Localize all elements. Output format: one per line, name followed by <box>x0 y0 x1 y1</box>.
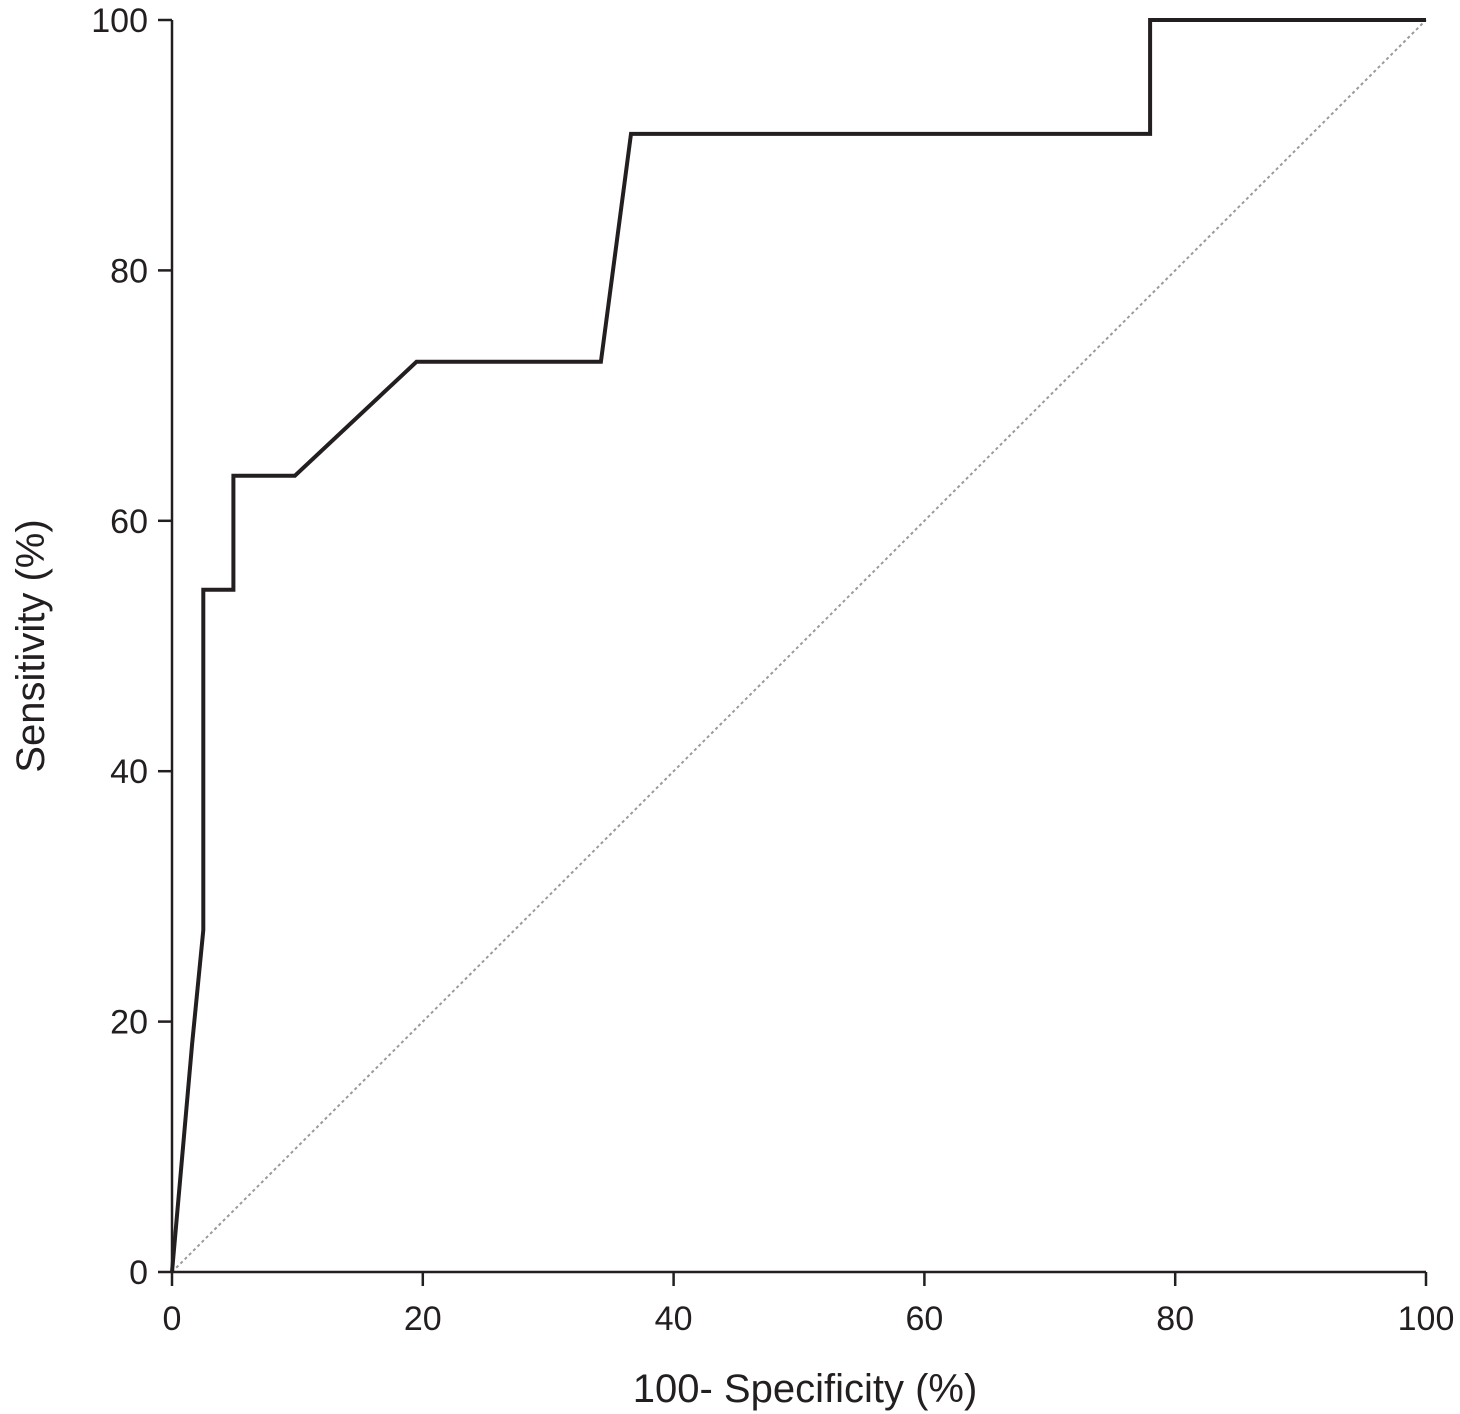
reference-line-layer <box>171 19 1427 1273</box>
y-axis-ticks: 0 20 40 60 80 100 <box>91 2 172 1292</box>
x-tick-label: 20 <box>404 1300 442 1338</box>
x-tick-label: 80 <box>1156 1300 1194 1338</box>
y-tick-label: 40 <box>110 753 148 791</box>
y-tick-label: 0 <box>129 1254 148 1292</box>
y-tick-label: 60 <box>110 503 148 541</box>
roc-curve-line <box>170 18 1426 1273</box>
y-axis-title: Sensitivity (%) <box>9 519 53 772</box>
x-tick-label: 60 <box>905 1300 943 1338</box>
roc-curve-layer <box>170 18 1426 1273</box>
x-tick-label: 0 <box>163 1300 182 1338</box>
y-tick-label: 100 <box>91 2 148 40</box>
x-tick-label: 40 <box>655 1300 693 1338</box>
x-tick-label: 100 <box>1398 1300 1455 1338</box>
x-axis-title: 100- Specificity (%) <box>633 1367 978 1411</box>
y-tick-label: 20 <box>110 1004 148 1042</box>
y-tick-label: 80 <box>110 252 148 290</box>
x-axis-ticks: 0 20 40 60 80 100 <box>163 1272 1455 1338</box>
reference-diagonal-line <box>171 19 1427 1273</box>
